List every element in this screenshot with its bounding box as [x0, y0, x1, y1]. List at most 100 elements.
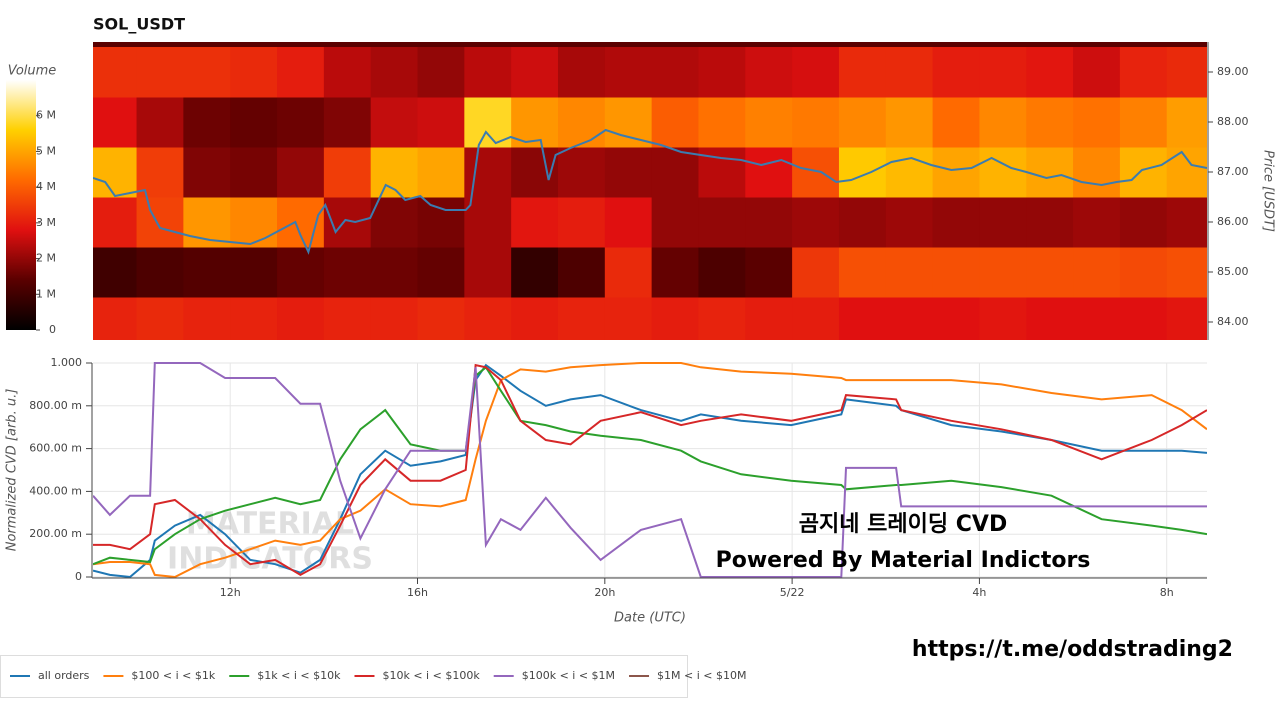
heat-cell — [417, 47, 465, 98]
heat-cell — [417, 297, 465, 340]
heat-cell — [417, 197, 465, 248]
heat-cell — [136, 147, 184, 198]
legend-label: all orders — [38, 669, 90, 682]
heat-cell — [93, 297, 138, 340]
legend-label: $100 < i < $1k — [131, 669, 215, 682]
heat-cell — [1026, 247, 1074, 298]
heat-cell — [604, 247, 653, 298]
heat-cell — [557, 197, 606, 248]
heat-cell — [464, 147, 512, 198]
heat-cell — [698, 47, 746, 98]
heat-cell — [838, 297, 887, 340]
y-tick-label: 400.00 m — [29, 484, 82, 497]
heat-cell — [1166, 47, 1207, 98]
heat-cell — [745, 147, 793, 198]
heat-cell — [370, 197, 419, 248]
heat-cell — [323, 297, 372, 340]
legend: all orders $100 < i < $1k $1k < i < $10k $1… — [10, 669, 746, 682]
heat-cell — [698, 147, 746, 198]
heat-cell — [136, 47, 184, 98]
heat-cell — [277, 47, 325, 98]
heat-cell — [557, 247, 606, 298]
heat-cell — [557, 97, 606, 148]
heat-cell — [230, 47, 278, 98]
heat-cell — [651, 97, 699, 148]
heat-cell — [745, 47, 793, 98]
heat-cell — [277, 97, 325, 148]
x-tick-label: 12h — [220, 586, 241, 599]
heat-cell — [464, 197, 512, 248]
heat-cell — [979, 147, 1027, 198]
heat-cell — [277, 297, 325, 340]
y-tick-label: 84.00 — [1217, 315, 1249, 328]
y-tick-label: 0 — [75, 570, 82, 583]
heat-cell — [136, 97, 184, 148]
heat-cell — [885, 47, 934, 98]
heat-cell — [792, 197, 840, 248]
colorbar — [6, 80, 36, 330]
y-tick-label: 1.000 — [51, 356, 83, 369]
cvd-line — [93, 363, 1207, 578]
heat-cell — [745, 247, 793, 298]
colorbar-tick-label: 6 M — [36, 109, 56, 122]
heat-cell — [838, 197, 887, 248]
heat-cell — [932, 297, 980, 340]
colorbar-tick-label: 4 M — [36, 180, 56, 193]
heat-cell — [1166, 147, 1207, 198]
heat-cell — [1166, 297, 1207, 340]
heat-cell — [93, 247, 138, 298]
heat-cell — [464, 247, 512, 298]
y-tick-label: 86.00 — [1217, 215, 1249, 228]
y-tick-label: 800.00 m — [29, 399, 82, 412]
heat-cell — [838, 97, 887, 148]
heat-cell — [1073, 97, 1121, 148]
heat-cell — [93, 147, 138, 198]
y-tick-label: 600.00 m — [29, 442, 82, 455]
heatmap — [93, 47, 1207, 340]
heat-cell — [651, 147, 699, 198]
heat-cell — [230, 97, 278, 148]
heat-cell — [277, 247, 325, 298]
heat-cell — [370, 247, 419, 298]
y-tick-label: 85.00 — [1217, 265, 1249, 278]
link-text: https://t.me/oddstrading2 — [912, 637, 1233, 662]
heat-cell — [417, 147, 465, 198]
y-tick-label: 87.00 — [1217, 165, 1249, 178]
y-tick-label: 200.00 m — [29, 527, 82, 540]
heat-cell — [792, 147, 840, 198]
heat-cell — [183, 147, 231, 198]
x-tick-label: 20h — [594, 586, 615, 599]
heat-cell — [370, 97, 419, 148]
x-tick-label: 5/22 — [780, 586, 805, 599]
x-tick-label: 16h — [407, 586, 428, 599]
heat-cell — [932, 47, 980, 98]
annotation: Powered By Material Indictors — [716, 548, 1091, 573]
heat-cell — [136, 197, 184, 248]
heat-cell — [838, 247, 887, 298]
heat-cell — [1119, 197, 1168, 248]
heat-cell — [1166, 97, 1207, 148]
heat-cell — [651, 297, 699, 340]
heat-cell — [93, 47, 138, 98]
watermark: INDICATORS — [167, 542, 373, 577]
heat-cell — [885, 247, 934, 298]
colorbar-tick-label: 5 M — [36, 144, 56, 157]
price-line — [93, 128, 1207, 255]
x-tick-label: 8h — [1160, 586, 1174, 599]
colorbar-tick-label: 1 M — [36, 287, 56, 300]
heat-cell — [1026, 47, 1074, 98]
heat-cell — [979, 247, 1027, 298]
heat-cell — [698, 297, 746, 340]
heat-cell — [464, 47, 512, 98]
heat-cell — [792, 297, 840, 340]
heat-cell — [183, 97, 231, 148]
heat-cell — [230, 297, 278, 340]
cvd-line — [93, 365, 1207, 566]
heat-cell — [1026, 297, 1074, 340]
heat-cell — [511, 297, 559, 340]
heat-cell — [932, 247, 980, 298]
heat-cell — [979, 97, 1027, 148]
heat-cell — [604, 97, 653, 148]
heat-cell — [651, 247, 699, 298]
